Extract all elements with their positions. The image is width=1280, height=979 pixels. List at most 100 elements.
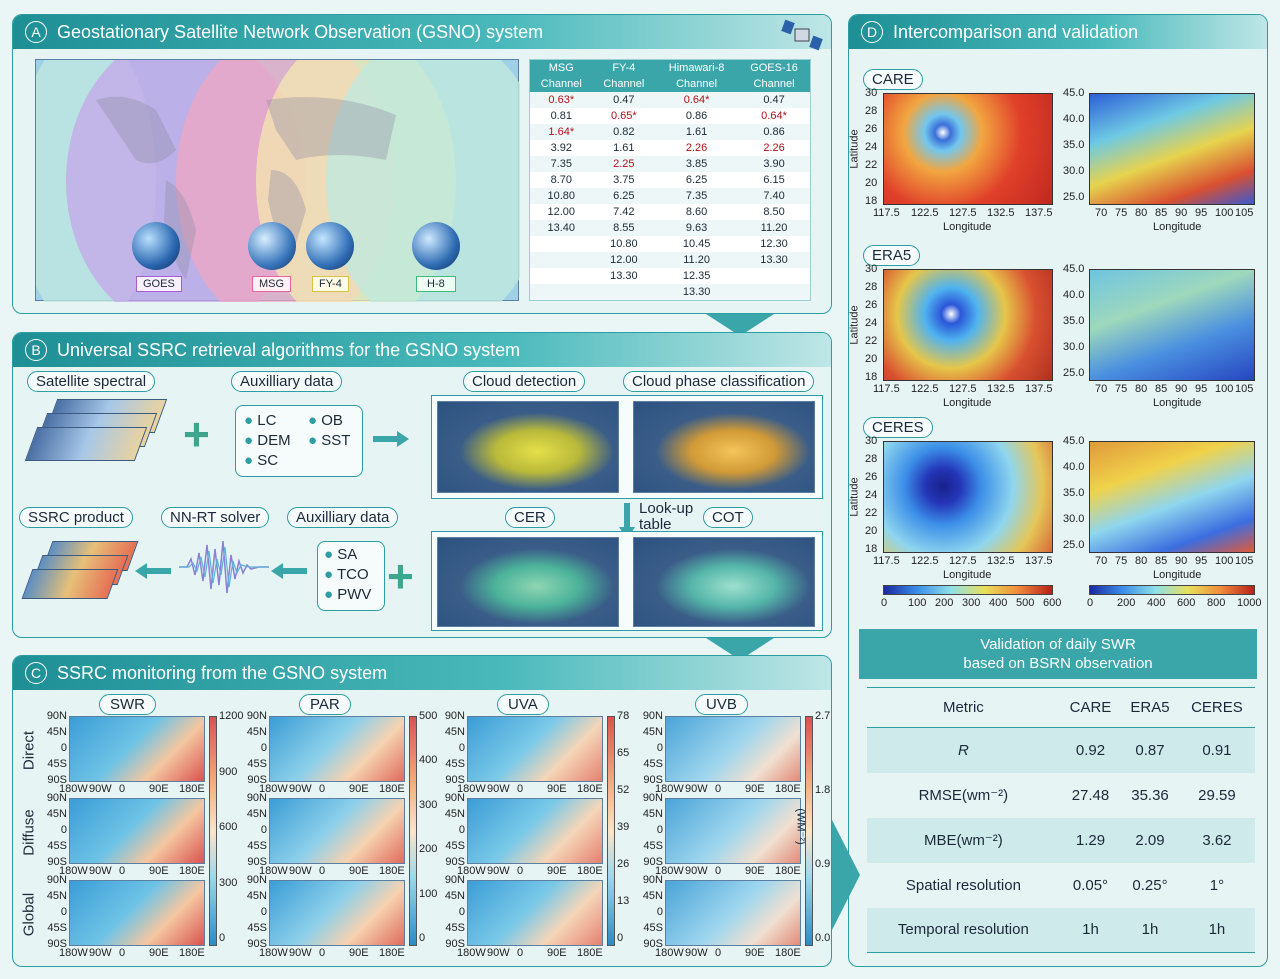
channel-cell: 12.35	[682, 270, 711, 282]
channel-cell	[530, 252, 593, 268]
channel-cell: 10.80	[547, 190, 576, 202]
lat-tick: 45N	[642, 726, 663, 738]
channel-cell: 6.25	[685, 174, 708, 186]
lat-tick: 45N	[642, 890, 663, 902]
lat-tick: 45N	[46, 726, 67, 738]
lon-tick: 90W	[487, 947, 510, 959]
lat-tick: 90N	[46, 792, 67, 804]
colorbar-tick: 0.0	[815, 932, 831, 944]
lon-tick: 0	[715, 865, 722, 877]
channel-cell: 1.61	[685, 126, 708, 138]
lon-tick: 90W	[289, 947, 312, 959]
aux-lc: ● LC	[244, 412, 277, 429]
lat-tick: 0	[60, 824, 67, 836]
lon-tick: 180E	[179, 783, 205, 795]
channel-table-header: MSG FY-4 Himawari-8 GOES-16	[530, 60, 810, 76]
lat-tick: 90N	[444, 710, 465, 722]
colorbar-tick: 400	[1147, 597, 1166, 609]
validation-row: MBE(wm⁻²) 1.29 2.09 3.62	[867, 817, 1255, 863]
x-tick: 95	[1195, 555, 1208, 567]
panel-d-header: D Intercomparison and validation	[849, 15, 1267, 49]
aux2-box: ● SA ● TCO ● PWV	[317, 541, 385, 611]
cloud-detection-map	[437, 401, 619, 493]
channel-cell: 6.15	[763, 174, 785, 186]
x-tick: 90	[1175, 383, 1188, 395]
monitor-map-uva-direct	[467, 716, 603, 782]
validation-row: RMSE(wm⁻²) 27.48 35.36 29.59	[918, 786, 1236, 805]
y-tick: 22	[865, 159, 878, 171]
lon-tick: 90W	[89, 783, 112, 795]
lon-tick: 90E	[745, 865, 765, 877]
label-msg: MSG	[252, 276, 292, 292]
lon-tick: 0	[119, 947, 126, 959]
y-tick: 30.0	[1063, 165, 1085, 177]
lat-tick: 45N	[246, 808, 267, 820]
colorbar-tick: 65	[617, 747, 630, 759]
lat-tick: 45S	[247, 922, 267, 934]
validation-title: Validation of daily SWR based on BSRN ob…	[859, 629, 1257, 679]
channel-cell: 2.25	[613, 158, 635, 170]
panel-a-badge: A	[25, 21, 47, 43]
sub-channel: Channel	[676, 78, 718, 90]
y-tick: 28	[865, 453, 878, 465]
lon-tick: 180E	[775, 865, 801, 877]
y-tick: 26	[865, 471, 878, 483]
y-tick: 18	[865, 371, 878, 383]
lat-tick: 90S	[247, 856, 267, 868]
colorbar-tick: 100	[419, 887, 438, 900]
colorbar-tick: 100	[908, 597, 927, 609]
pill-satellite-spectral: Satellite spectral	[27, 371, 156, 392]
channel-cell: 0.63*	[548, 94, 575, 106]
lon-tick: 180E	[775, 783, 801, 795]
lon-tick: 180E	[775, 947, 801, 959]
lat-tick: 90S	[47, 856, 67, 868]
colorbar-uvb	[805, 716, 813, 946]
channel-row: 13.30 12.35	[530, 268, 810, 284]
aux-ob: ● OB	[308, 412, 343, 429]
colorbar-left	[883, 585, 1053, 595]
globe-fy4	[306, 222, 354, 270]
x-tick: 132.5	[987, 207, 1015, 219]
pill-swr: SWR	[99, 694, 156, 715]
validation-table: Metric CARE ERA5 CERES R 0.92 0.87 0.91 RMS…	[867, 687, 1255, 953]
monitor-map-swr-global	[69, 880, 205, 946]
channel-cell: 7.42	[613, 206, 635, 218]
lon-tick: 90E	[349, 783, 369, 795]
heatmap-ceres-typhoon	[883, 441, 1053, 553]
y-tick: 30.0	[1063, 341, 1085, 353]
pill-care: CARE	[863, 69, 923, 90]
colorbar-tick: 0	[1087, 597, 1094, 609]
lon-tick: 180W	[259, 865, 288, 877]
lat-tick: 90S	[643, 774, 663, 786]
lat-tick: 90N	[46, 874, 67, 886]
y-tick: 35.0	[1063, 139, 1085, 151]
arrow-b-c	[706, 638, 774, 660]
colorbar-tick: 39	[617, 821, 630, 833]
channel-cell: 10.80	[610, 238, 638, 250]
y-tick: 30	[865, 263, 878, 275]
x-tick: 70	[1095, 555, 1108, 567]
channel-cell: 0.65*	[610, 110, 637, 122]
lon-tick: 0	[715, 947, 722, 959]
panel-d: D Intercomparison and validation CARE 30 28…	[848, 14, 1268, 967]
arrow-a-b	[706, 314, 774, 336]
y-tick: 20	[865, 353, 878, 365]
pill-aux2: Auxilliary data	[287, 507, 399, 528]
lon-tick: 0	[517, 865, 524, 877]
x-axis-label: Longitude	[943, 397, 992, 409]
x-tick: 95	[1195, 207, 1208, 219]
arrow-c-d	[832, 820, 860, 930]
x-axis-label: Longitude	[1153, 569, 1202, 581]
row-label-direct: Direct	[20, 730, 38, 771]
lon-tick: 180W	[259, 783, 288, 795]
x-tick: 75	[1115, 383, 1128, 395]
colorbar-swr	[209, 716, 217, 946]
lon-tick: 0	[517, 947, 524, 959]
y-tick: 45.0	[1063, 87, 1085, 99]
channel-cell: 12.00	[610, 254, 638, 266]
lon-tick: 180W	[59, 783, 88, 795]
aux-sst: ● SST	[308, 432, 351, 449]
lat-tick: 90S	[643, 938, 663, 950]
lat-tick: 45S	[643, 840, 663, 852]
arrow-left-icon	[271, 563, 307, 579]
